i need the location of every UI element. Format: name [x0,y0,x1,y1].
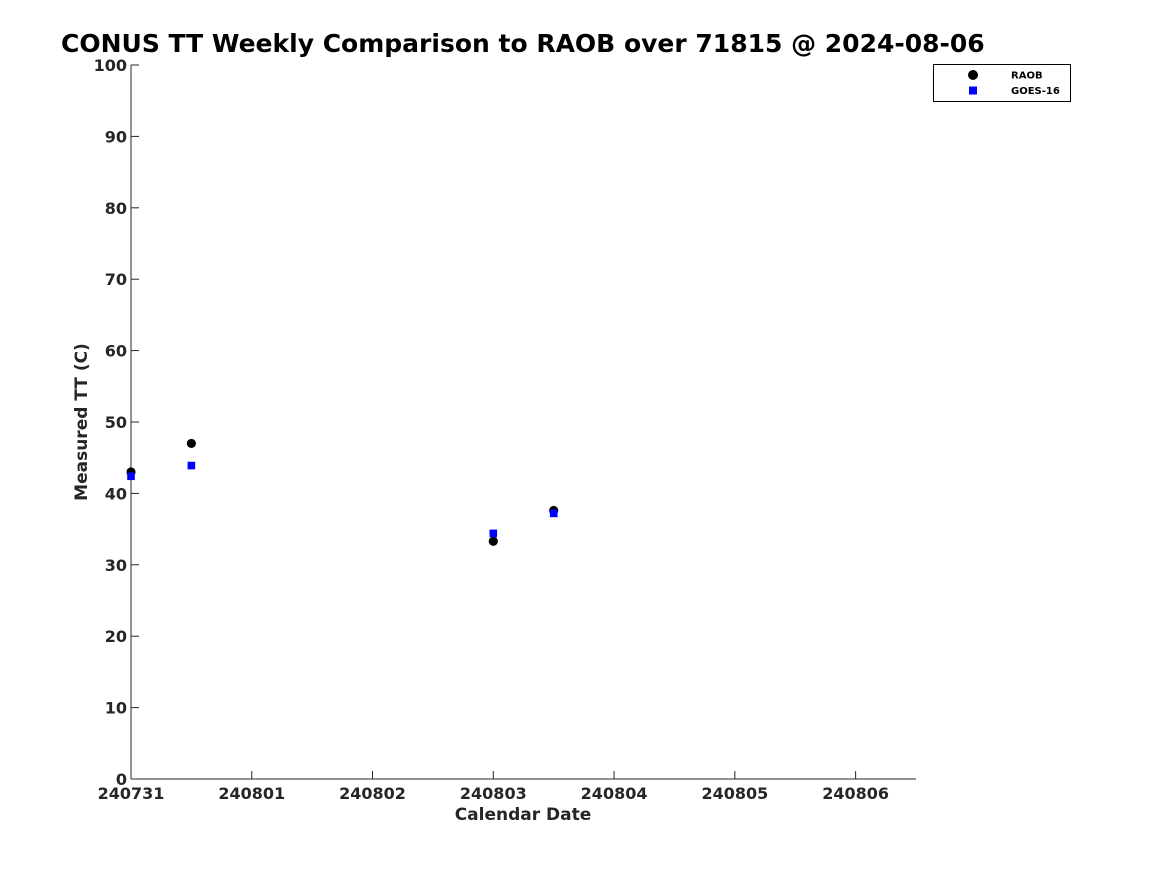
goes16-point [187,461,196,470]
legend-label: RAOB [1011,71,1043,82]
y-tick-label: 70 [105,270,127,289]
x-tick-label: 240803 [460,784,527,803]
y-tick-label: 60 [105,342,127,361]
legend-marker-goes16 [969,86,977,95]
y-tick-label: 90 [105,127,127,146]
x-tick-label: 240802 [339,784,406,803]
legend: RAOB GOES-16 [933,64,1071,102]
y-tick-label: 20 [105,627,127,646]
y-tick-label: 0 [116,770,127,789]
goes16-point [489,529,498,538]
axes: 0 10 20 30 40 50 60 70 80 90 100 240731 240801 240802… [94,56,916,803]
x-tick-label: 240731 [98,784,165,803]
goes16-point [549,509,558,518]
y-tick-label: 10 [105,699,127,718]
raob-point [186,438,196,449]
y-tick-label: 50 [105,413,127,432]
x-tick-label: 240806 [822,784,889,803]
y-tick-label: 100 [94,56,127,75]
chart-title: CONUS TT Weekly Comparison to RAOB over … [61,29,985,58]
data-points [126,438,559,546]
x-axis-label: Calendar Date [455,805,592,825]
y-tick-label: 80 [105,199,127,218]
y-axis-label: Measured TT (C) [72,343,92,501]
legend-label: GOES-16 [1011,86,1060,97]
legend-box [933,64,1071,102]
raob-point [488,536,498,546]
goes16-point [127,472,135,481]
x-tick-label: 240804 [581,784,648,803]
x-tick-label: 240801 [218,784,285,803]
y-tick-label: 40 [105,484,127,503]
y-tick-label: 30 [105,556,127,575]
x-tick-label: 240805 [701,784,768,803]
legend-marker-raob [968,70,978,80]
